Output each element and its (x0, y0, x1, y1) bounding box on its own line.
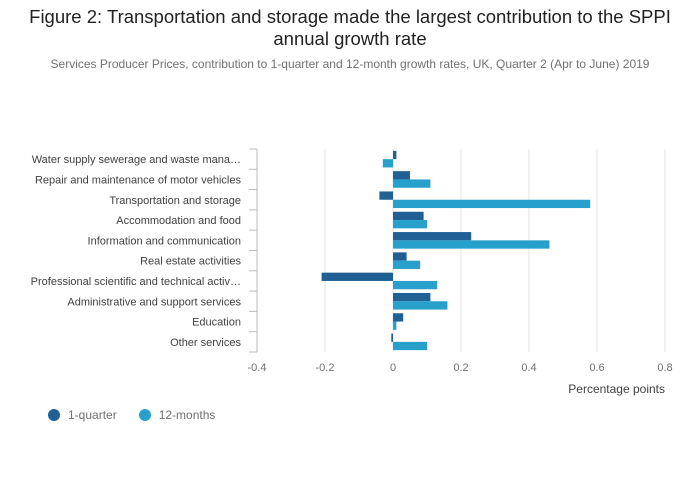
x-tick-label: 0.6 (589, 362, 604, 374)
bar-12-months (393, 220, 427, 229)
category-label: Administrative and support services (67, 296, 241, 308)
bar-1-quarter (379, 191, 393, 200)
bar-1-quarter (393, 232, 472, 241)
legend-item-12-months[interactable]: 12-months (138, 408, 216, 422)
chart-title: Figure 2: Transportation and storage mad… (29, 6, 671, 49)
legend-swatch-12-months (138, 409, 151, 421)
bar-1-quarter (393, 292, 431, 302)
category-label: Real estate activities (140, 256, 241, 268)
legend-item-1-quarter[interactable]: 1-quarter (48, 408, 117, 422)
category-label: Repair and maintenance of motor vehicles (35, 174, 242, 186)
bar-1-quarter (393, 252, 407, 261)
bar-1-quarter (321, 272, 393, 281)
bar-1-quarter (393, 150, 397, 160)
bar-1-quarter (393, 171, 410, 180)
bar-12-months (393, 280, 438, 290)
bar-1-quarter (393, 211, 424, 221)
chart-subtitle: Services Producer Prices, contribution t… (50, 57, 650, 71)
bar-1-quarter (393, 313, 404, 322)
x-tick-label: 0.8 (657, 362, 672, 374)
x-tick-label: 0.2 (453, 362, 468, 374)
bar-12-months (393, 240, 550, 249)
category-label: Education (192, 317, 241, 329)
legend-label-1-quarter: 1-quarter (68, 408, 117, 422)
bar-1-quarter (391, 333, 393, 342)
legend-label-12-months: 12-months (158, 408, 216, 422)
category-label: Water supply sewerage and waste mana… (32, 154, 241, 166)
x-tick-label: 0.4 (521, 362, 536, 374)
category-label: Other services (170, 337, 241, 349)
x-tick-label: -0.4 (248, 362, 267, 374)
category-label: Accommodation and food (116, 215, 241, 227)
bar-12-months (382, 159, 393, 168)
category-label: Information and communication (88, 235, 241, 247)
bar-12-months (393, 301, 448, 310)
bar-12-months (393, 199, 591, 209)
x-axis-title: Percentage points (568, 382, 665, 396)
category-label: Transportation and storage (109, 195, 241, 207)
bar-12-months (393, 321, 397, 330)
bar-12-months (393, 179, 431, 188)
category-label: Professional scientific and technical ac… (31, 276, 241, 288)
x-tick-label: 0 (390, 362, 396, 374)
bar-12-months (393, 260, 421, 269)
bar-12-months (393, 341, 427, 351)
legend-swatch-1-quarter (48, 409, 60, 421)
x-tick-label: -0.2 (316, 362, 335, 374)
chart-legend: 1-quarter 12-months (48, 408, 215, 422)
